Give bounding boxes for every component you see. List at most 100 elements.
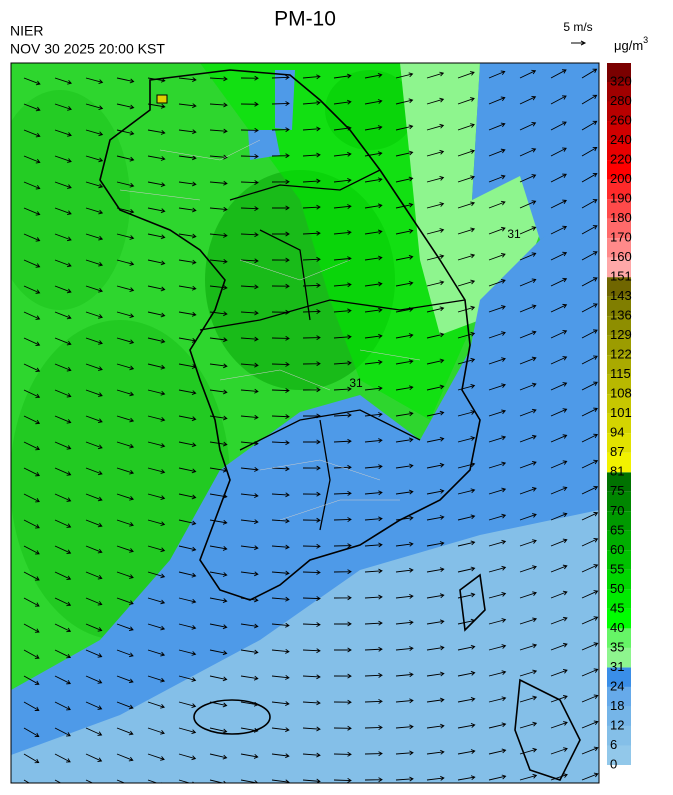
wind-arrow (85, 597, 103, 606)
wind-arrow (271, 388, 290, 393)
colorbar-tick-label: 151 (610, 269, 632, 284)
wind-arrow (364, 751, 383, 757)
wind-arrow (457, 71, 475, 79)
wind-arrow (54, 207, 72, 215)
wind-arrow (488, 148, 506, 157)
wind-arrow (23, 441, 41, 451)
wind-arrow (426, 71, 445, 79)
colorbar-segment (607, 218, 631, 239)
colorbar: 0 6 12 18 24 31 35 40 45 50 55 60 65 70 75 81 87 94 101 108… (607, 63, 632, 771)
wind-arrow (581, 590, 599, 599)
wind-arrow (488, 383, 506, 391)
wind-arrow (395, 776, 414, 782)
wind-arrow (488, 539, 507, 547)
wind-arrow (333, 777, 352, 783)
unit-base: μg/m (614, 38, 643, 53)
wind-arrow (395, 359, 414, 365)
title: PM-10 (274, 8, 336, 31)
wind-arrow (457, 227, 476, 235)
wind-arrow (519, 643, 538, 651)
colorbar-segment (607, 511, 631, 531)
wind-arrow (488, 200, 506, 209)
wind-arrow (271, 570, 290, 576)
wind-arrow (302, 543, 321, 549)
wind-arrow (271, 335, 290, 341)
wind-arrow (54, 675, 72, 685)
wind-arrow (147, 129, 166, 135)
wind-arrow (240, 284, 259, 290)
wind-arrow (519, 69, 537, 79)
colorbar-tick-label: 190 (610, 191, 632, 206)
wind-arrow (147, 493, 166, 500)
wind-arrow (240, 101, 259, 107)
wind-arrow (302, 674, 321, 680)
wind-arrow (426, 619, 445, 625)
district-borders (119, 139, 421, 521)
wind-arrow (457, 253, 476, 261)
wind-arrow (209, 727, 228, 734)
wind-arrow (550, 277, 568, 287)
wind-arrow (333, 699, 352, 705)
wind-arrow (209, 259, 228, 264)
wind-arrow (426, 775, 445, 781)
wind-arrow (85, 779, 94, 783)
wind-arrow (426, 176, 445, 183)
coastline (99, 69, 581, 781)
wind-arrow (271, 101, 290, 107)
wind-arrow (147, 727, 165, 735)
wind-arrow (395, 620, 414, 625)
wind-arrow (23, 727, 40, 738)
wind-arrow (85, 415, 103, 423)
wind-arrow (581, 94, 598, 105)
wind-arrow (457, 696, 476, 703)
wind-arrow (116, 389, 135, 397)
wind-arrow (54, 467, 72, 476)
wind-arrow (209, 102, 228, 108)
wind-arrow (209, 519, 228, 525)
wind-arrow (333, 621, 352, 627)
wind-arrow (116, 103, 135, 110)
wind-arrow (581, 616, 599, 625)
colorbar-tick-label: 65 (610, 522, 624, 537)
wind-arrow (581, 199, 598, 209)
wind-arrow (302, 491, 321, 497)
wind-arrow (426, 280, 445, 287)
wind-arrow (364, 438, 383, 444)
wind-arrow (23, 675, 40, 685)
wind-arrow (54, 623, 72, 633)
colorbar-tick-label: 55 (610, 561, 624, 576)
wind-arrow (271, 231, 290, 237)
wind-arrow (457, 749, 476, 755)
wind-arrow (488, 722, 507, 729)
wind-arrow (426, 202, 445, 209)
wind-arrow (271, 727, 290, 733)
wind-arrow (240, 258, 259, 264)
colorbar-tick-label: 180 (610, 210, 632, 225)
colorbar-segment (607, 530, 631, 551)
wind-arrow (519, 617, 538, 625)
colorbar-tick-label: 18 (610, 698, 624, 713)
wind-arrow (23, 181, 41, 190)
wind-arrow (364, 699, 383, 704)
wind-arrow (550, 512, 568, 521)
colorbar-tick-label: 260 (610, 112, 632, 127)
wind-arrow (116, 571, 134, 579)
wind-arrow (85, 727, 103, 736)
wind-arrow (147, 285, 166, 292)
wind-arrow (333, 99, 352, 105)
timestamp: NOV 30 2025 20:00 KST (10, 41, 165, 57)
wind-arrow (209, 389, 228, 395)
wind-arrow (550, 616, 568, 625)
wind-arrow (364, 464, 383, 470)
wind-arrow (302, 648, 321, 654)
wind-arrow (116, 233, 135, 240)
wind-arrow (116, 675, 134, 684)
wind-arrow (581, 720, 599, 729)
wind-arrow (209, 76, 228, 82)
wind-arrow (519, 122, 537, 131)
wind-arrow (395, 567, 414, 573)
wind-arrow (54, 363, 72, 372)
wind-arrow (581, 668, 599, 677)
wind-arrow (488, 279, 506, 287)
wind-arrow (302, 517, 321, 523)
